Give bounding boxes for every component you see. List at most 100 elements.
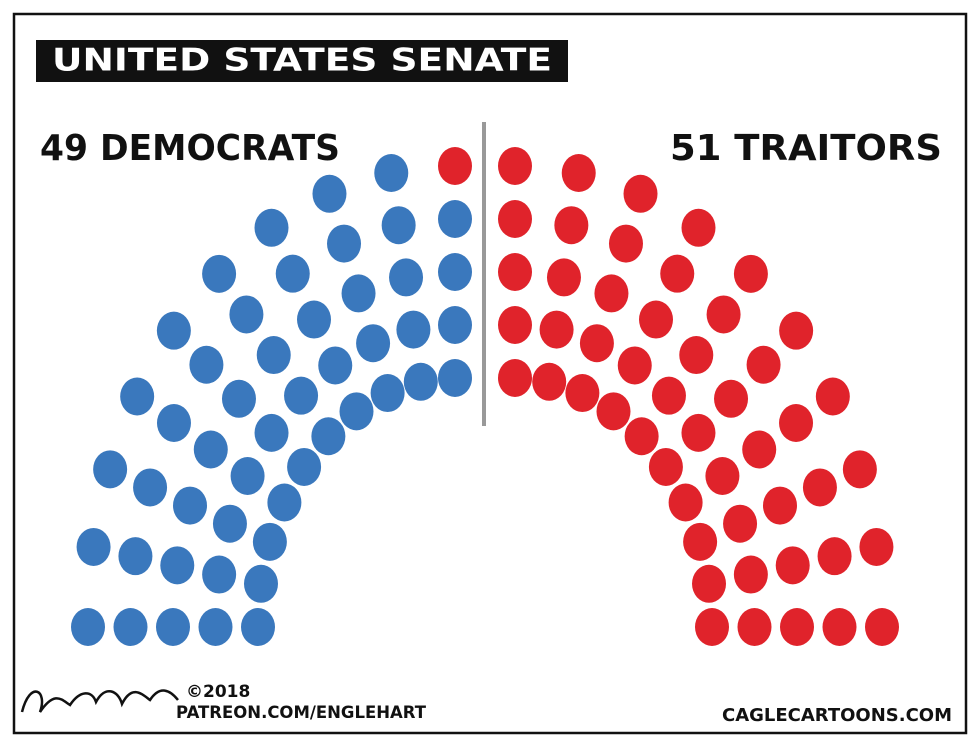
seat (241, 608, 275, 646)
seat (746, 345, 781, 384)
seat (608, 224, 643, 263)
title: UNITED STATES SENATE (52, 43, 552, 79)
seat (714, 379, 749, 418)
seat (120, 377, 155, 416)
seat (254, 413, 289, 452)
seat (438, 359, 472, 397)
seat (779, 404, 814, 442)
syndicate: CAGLECARTOONS.COM (722, 705, 952, 726)
seat (318, 346, 353, 385)
seat (742, 430, 777, 469)
seat (859, 527, 894, 566)
seat (706, 295, 741, 334)
seat (648, 447, 683, 486)
seat (737, 608, 772, 646)
right-label: 51 TRAITORS (670, 128, 942, 169)
seat (275, 254, 310, 293)
copyright: ©2018 (186, 682, 250, 702)
seat (705, 457, 740, 495)
seat (624, 417, 659, 456)
seat (76, 527, 111, 566)
seat (370, 374, 405, 413)
credit: PATREON.COM/ENGLEHART (176, 703, 426, 723)
seat (189, 345, 224, 384)
seat (681, 413, 716, 452)
seat (438, 200, 472, 238)
seat (403, 362, 438, 401)
seat (802, 468, 837, 507)
seat (438, 306, 472, 344)
seat (554, 206, 589, 245)
seat (156, 311, 191, 350)
seat (256, 336, 291, 375)
seat (692, 564, 727, 603)
signature (20, 689, 179, 713)
seat (212, 504, 247, 543)
seat (498, 359, 532, 397)
seat (695, 608, 729, 646)
seat (775, 546, 810, 585)
seat (327, 224, 362, 263)
seat (498, 253, 532, 291)
seat (160, 546, 195, 585)
seat (438, 253, 472, 291)
seat (532, 362, 567, 401)
seat (660, 254, 695, 293)
seat (113, 608, 148, 646)
title-bar (36, 40, 568, 82)
seat (156, 608, 190, 646)
seat (723, 504, 758, 543)
seat (396, 310, 431, 349)
seat (381, 206, 416, 245)
seat (230, 457, 265, 495)
seat (133, 468, 168, 507)
seat (817, 537, 852, 576)
seat (683, 522, 718, 561)
seat (312, 174, 347, 213)
seat (198, 608, 233, 646)
left-label: 49 DEMOCRATS (40, 128, 340, 169)
seat (243, 564, 278, 603)
seat (651, 376, 686, 415)
seat (733, 254, 768, 293)
seat (374, 154, 409, 193)
seat (284, 376, 319, 415)
seat (356, 324, 391, 363)
seat (202, 254, 237, 293)
seat (539, 310, 574, 349)
seat (267, 483, 302, 522)
seat (498, 200, 532, 238)
seat (561, 154, 596, 193)
seat (779, 311, 814, 350)
seat (389, 258, 424, 297)
seat (679, 336, 714, 375)
seat (780, 608, 814, 646)
seat (71, 608, 105, 646)
seat (229, 295, 264, 334)
seat (311, 417, 346, 456)
seat (202, 555, 237, 594)
seat (842, 450, 877, 489)
seat (762, 486, 797, 525)
seat (822, 608, 857, 646)
seat (156, 404, 191, 442)
seat (668, 483, 703, 522)
seat (733, 555, 768, 594)
seat (594, 274, 629, 313)
seat (193, 430, 228, 469)
seat (579, 324, 614, 363)
seat (617, 346, 652, 385)
seat (546, 258, 581, 297)
seat (118, 537, 153, 576)
seat (565, 374, 600, 413)
seat (173, 486, 208, 525)
seat (498, 306, 532, 344)
seat (254, 208, 289, 247)
seat (341, 274, 376, 313)
seat (339, 392, 374, 431)
seat (681, 208, 716, 247)
seat (93, 450, 128, 489)
seat (865, 608, 899, 646)
seat (498, 147, 532, 185)
seat (438, 147, 472, 185)
